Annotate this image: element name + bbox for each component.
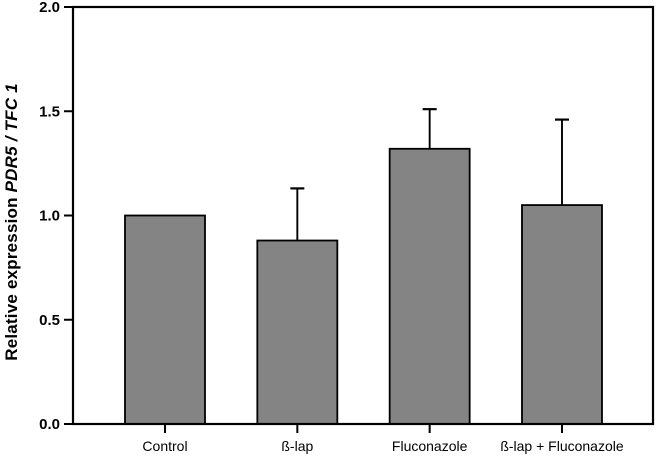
y-axis-title-text: Relative expression PDR5 / TFC 1 xyxy=(2,83,22,361)
y-tick-label-4: 2.0 xyxy=(39,0,60,16)
bar-3 xyxy=(521,204,603,425)
y-tick-label-0: 0.0 xyxy=(39,416,60,433)
y-tick-label-1: 0.5 xyxy=(39,312,60,329)
y-axis-title-gene-names: PDR5 / TFC 1 xyxy=(2,83,21,193)
y-tick-label-3: 1.5 xyxy=(39,103,60,120)
bar-0 xyxy=(124,214,206,425)
x-tick-label-3: ß-lap + Fluconazole xyxy=(500,438,624,454)
x-tick-label-1: ß-lap xyxy=(281,438,313,454)
y-tick-label-2: 1.0 xyxy=(39,208,60,225)
bar-1 xyxy=(256,239,339,425)
y-axis-title-regular: Relative expression xyxy=(2,192,21,361)
bar-2 xyxy=(388,147,471,425)
x-tick-label-0: Control xyxy=(142,438,187,454)
x-tick-label-2: Fluconazole xyxy=(392,438,468,454)
